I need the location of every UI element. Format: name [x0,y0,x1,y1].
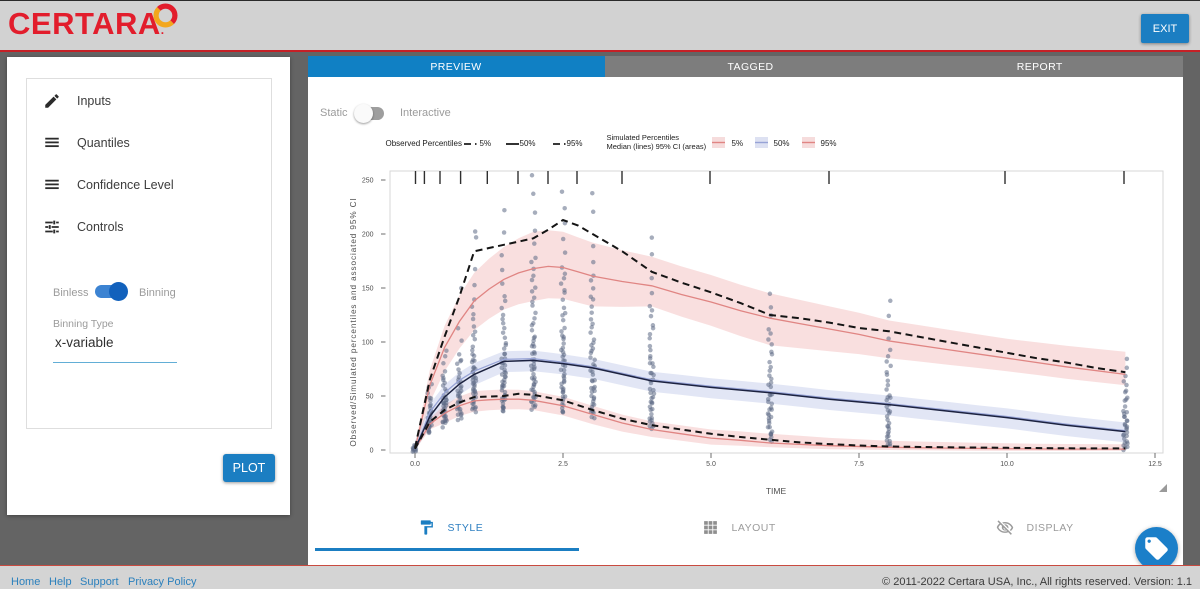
svg-text:Observed/Simulated percentiles: Observed/Simulated percentiles and assoc… [349,197,358,446]
svg-text:TIME: TIME [766,486,787,496]
svg-text:150: 150 [362,285,374,292]
svg-text:5.0: 5.0 [706,461,716,468]
svg-text:12.5: 12.5 [1148,461,1162,468]
svg-text:2.5: 2.5 [558,461,568,468]
svg-text:50: 50 [366,393,374,400]
svg-text:200: 200 [362,231,374,238]
svg-text:0.0: 0.0 [410,461,420,468]
svg-text:7.5: 7.5 [854,461,864,468]
svg-text:10.0: 10.0 [1000,461,1014,468]
svg-text:100: 100 [362,339,374,346]
svg-text:0: 0 [370,447,374,454]
svg-text:250: 250 [362,177,374,184]
